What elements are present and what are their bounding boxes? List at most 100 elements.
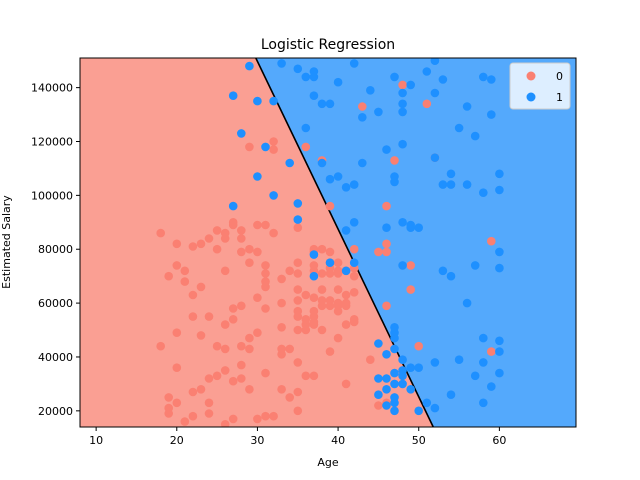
data-point-class-0 [228,218,238,227]
data-point-class-1 [430,58,440,65]
y-tick-label: 60000 [38,297,73,310]
data-point-class-1 [495,336,504,346]
data-point-class-0 [325,347,335,356]
data-point-class-0 [333,266,343,276]
data-point-class-0 [245,344,254,354]
data-point-class-0 [341,290,351,300]
data-point-class-0 [220,344,230,354]
legend: 0 1 [509,62,571,110]
data-point-class-1 [398,218,407,227]
data-point-class-1 [333,77,343,87]
data-point-class-1 [479,333,488,343]
data-point-class-0 [172,239,182,249]
x-tick-label: 10 [89,434,103,447]
data-point-class-0 [245,258,254,268]
data-point-class-0 [382,239,391,249]
x-tick-label: 60 [492,434,506,447]
data-point-class-0 [487,236,496,246]
data-point-class-0 [293,223,303,232]
data-point-class-0 [204,398,214,408]
data-point-class-0 [325,296,335,305]
data-point-class-1 [317,99,327,109]
data-point-class-0 [293,387,303,397]
data-point-class-1 [406,363,416,373]
data-point-class-0 [317,244,327,254]
data-point-class-1 [349,218,359,227]
data-point-class-0 [228,304,238,313]
data-point-class-1 [470,131,480,141]
data-point-class-0 [269,145,278,154]
data-point-class-0 [237,360,246,370]
data-point-class-1 [293,199,303,208]
decision-boundary [255,58,434,427]
data-point-class-0 [180,417,190,426]
data-point-class-0 [253,247,262,257]
x-tick-label: 50 [412,434,426,447]
legend-marker-1 [526,92,536,102]
data-point-class-0 [349,244,359,254]
data-point-class-1 [228,201,238,211]
data-point-class-0 [269,137,278,146]
data-point-class-0 [422,99,432,109]
data-point-class-0 [188,312,198,321]
data-point-class-1 [390,368,399,378]
data-point-class-0 [253,293,262,303]
data-point-class-0 [261,261,270,270]
data-point-class-0 [212,244,222,254]
data-point-class-1 [390,379,399,389]
legend-marker-0 [526,71,536,81]
data-point-class-0 [333,285,343,294]
data-point-class-0 [261,411,270,421]
data-point-class-1 [366,86,375,95]
data-point-class-1 [446,271,456,281]
data-point-class-0 [277,274,286,284]
data-point-class-1 [285,158,295,168]
x-tick-label: 20 [170,434,184,447]
data-point-class-0 [188,242,198,251]
data-point-class-0 [293,296,303,305]
data-point-class-0 [156,341,165,351]
data-point-class-1 [325,174,335,184]
data-point-class-0 [237,226,246,235]
data-point-class-0 [277,385,286,394]
data-point-class-0 [261,368,270,378]
data-point-class-1 [390,172,399,181]
data-point-class-1 [374,339,383,348]
data-point-class-1 [446,180,456,189]
data-point-class-0 [390,156,399,165]
scatter-points [156,58,504,427]
data-point-class-0 [220,266,230,276]
x-tick-label: 30 [250,434,264,447]
data-point-class-1 [390,323,399,332]
data-point-class-1 [349,258,359,268]
data-point-class-0 [277,323,286,332]
data-point-class-1 [479,398,488,408]
data-point-class-0 [406,261,416,270]
data-point-class-1 [253,172,262,181]
chart-title: Logistic Regression [261,37,395,53]
data-point-class-0 [487,347,496,356]
data-point-class-0 [341,298,351,308]
data-point-class-0 [220,320,230,329]
data-point-class-1 [349,180,359,189]
data-point-class-0 [325,247,335,257]
data-point-class-1 [398,99,407,109]
data-point-class-0 [293,325,303,335]
data-point-class-1 [495,347,504,356]
data-point-class-0 [293,306,303,316]
x-axis-ticks: 10 20 30 40 50 60 [89,427,506,447]
y-tick-label: 80000 [38,243,73,256]
data-point-class-1 [228,91,238,100]
data-point-class-1 [309,67,319,76]
data-point-class-1 [487,75,496,84]
data-point-class-1 [317,158,327,168]
data-point-class-1 [382,401,391,410]
data-point-class-0 [293,358,303,367]
data-point-class-1 [358,158,367,168]
data-point-class-0 [245,333,254,343]
data-point-class-1 [495,247,504,257]
y-tick-label: 140000 [31,82,73,95]
data-point-class-1 [454,355,464,365]
data-point-class-0 [285,393,295,402]
